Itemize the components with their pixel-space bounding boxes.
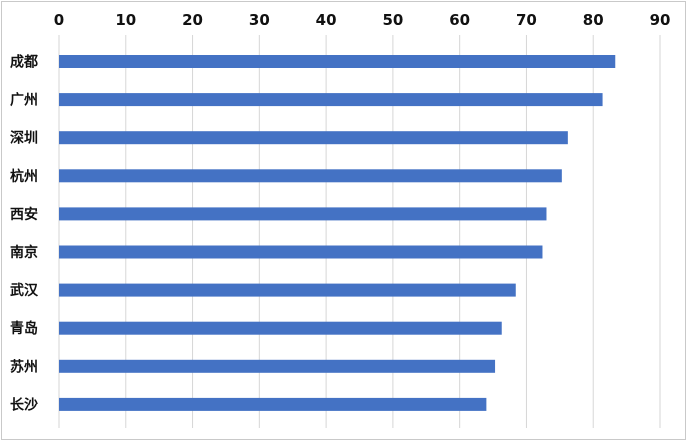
x-tick-label: 90 [650,11,671,29]
bar [59,207,547,221]
x-tick-label: 50 [382,11,403,29]
bars [59,55,616,411]
x-tick-label: 40 [316,11,337,29]
bar [59,93,603,107]
category-label: 成都 [10,54,38,71]
x-tick-label: 80 [583,11,604,29]
category-label: 青岛 [10,320,38,337]
category-label: 西安 [10,206,38,223]
category-label: 杭州 [10,168,38,185]
bar [59,169,562,183]
category-label: 武汉 [10,282,39,299]
bar [59,131,568,145]
bar [59,245,543,259]
x-tick-label: 60 [449,11,470,29]
x-tick-label: 30 [249,11,270,29]
x-tick-label: 20 [182,11,203,29]
category-label: 长沙 [10,396,38,413]
x-tick-label: 10 [115,11,136,29]
bar [59,321,502,335]
category-label: 广州 [10,92,38,109]
x-tick-label: 0 [54,11,64,29]
category-label: 南京 [10,244,38,261]
bar [59,283,516,297]
bar [59,359,496,373]
bar [59,397,487,411]
x-tick-labels: 0 10 20 30 40 50 60 70 80 90 [54,11,671,29]
category-label: 苏州 [10,358,38,375]
bar [59,55,616,68]
x-tick-label: 70 [516,11,537,29]
category-label: 深圳 [10,130,38,147]
